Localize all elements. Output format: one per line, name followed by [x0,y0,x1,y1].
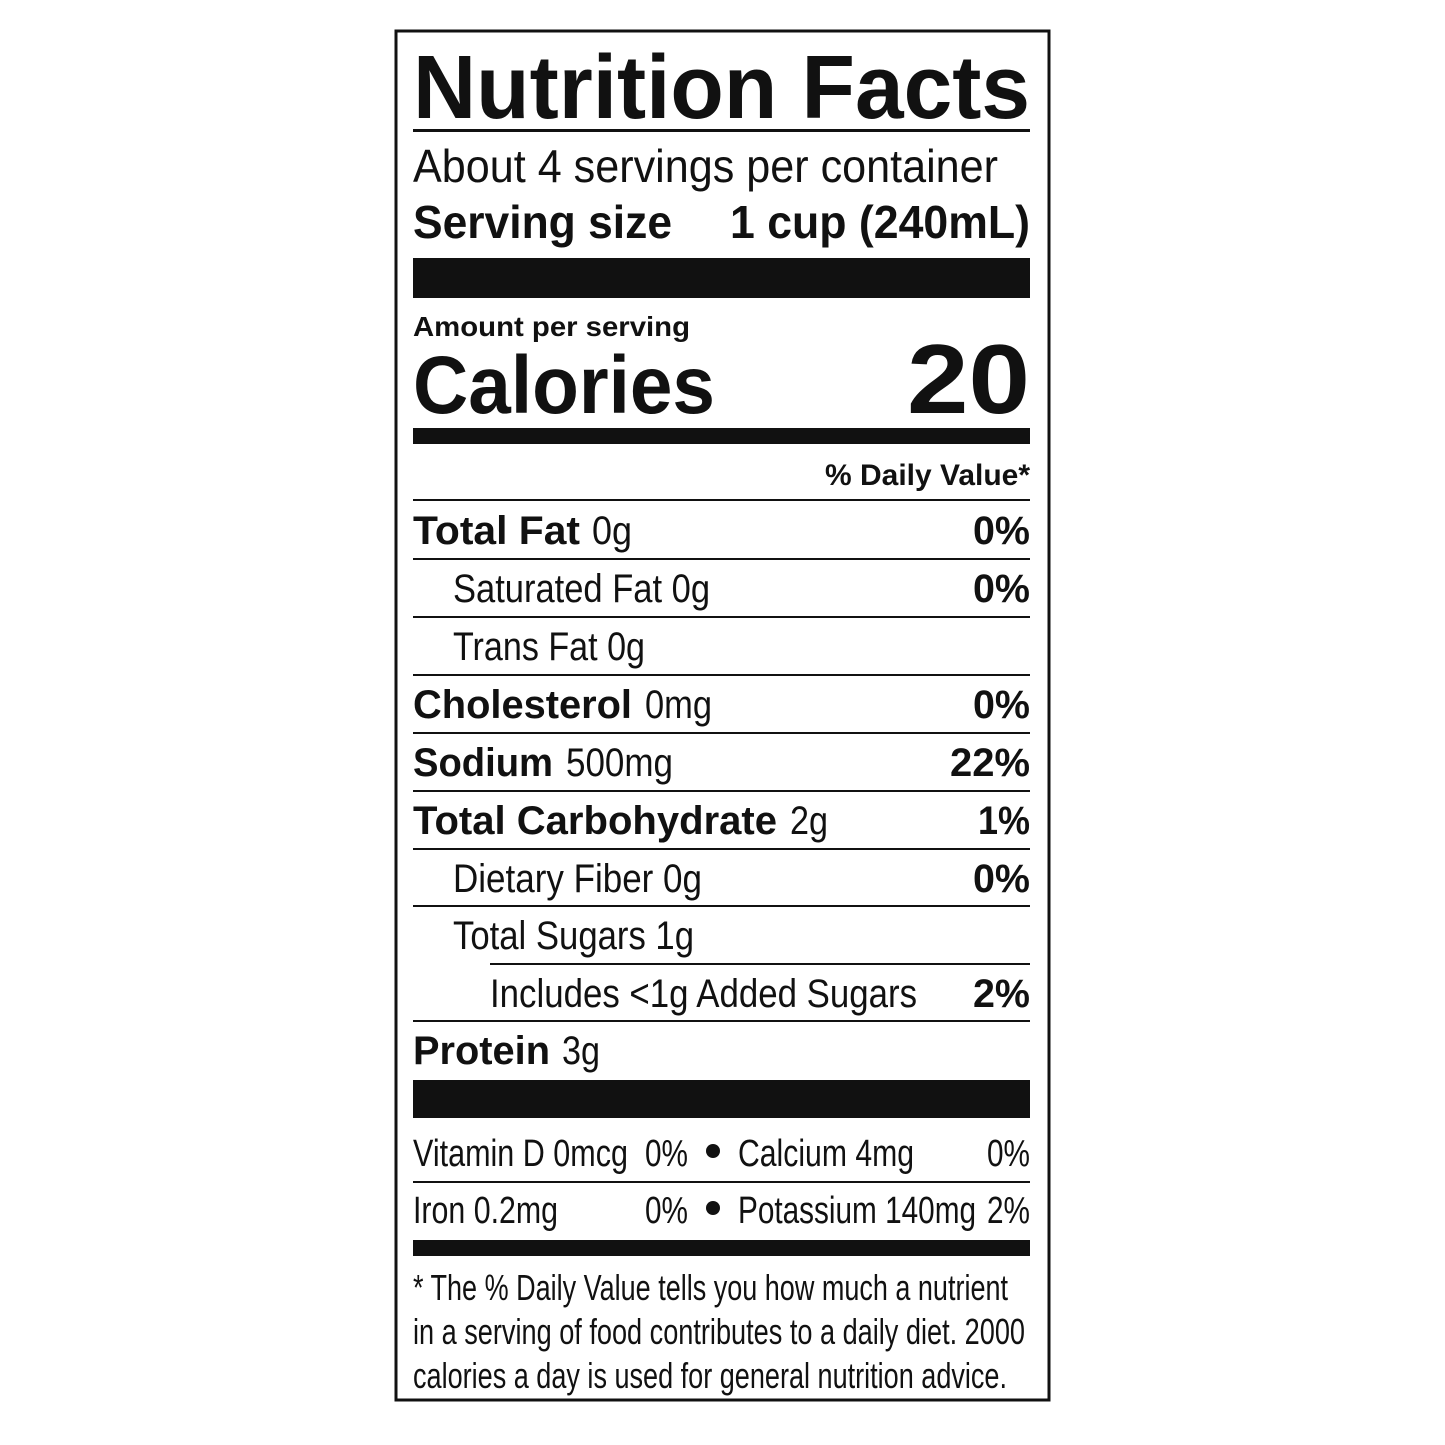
footnote-line: in a serving of food contributes to a da… [413,1311,1025,1352]
footnote-line: * The % Daily Value tells you how much a… [413,1267,1008,1308]
nutrient-amount: 3g [562,1029,600,1073]
vitamin-dv: 0% [987,1133,1030,1175]
calories-value: 20 [907,324,1030,434]
vitamin-dv: 0% [645,1190,688,1232]
nutrient-dv: 2% [973,972,1030,1016]
medium-rule [413,1240,1030,1256]
title: Nutrition Facts [413,38,1030,138]
nutrient-amount: 500mg [566,741,673,785]
serving-size-label: Serving size [413,196,672,248]
rule [413,674,1030,676]
nutrient-dv: 0% [973,567,1030,611]
nutrient-dv: 1% [978,799,1030,843]
nutrient-dv: 0% [973,683,1030,727]
bullet [706,1144,720,1158]
rule [413,1181,1030,1183]
nutrient-dv: 0% [973,857,1030,901]
rule [413,499,1030,501]
nutrient-name: Includes <1g Added Sugars [490,972,917,1016]
nutrient-name: Sodium [413,741,553,785]
rule [413,558,1030,560]
footnote-line: calories a day is used for general nutri… [413,1355,1007,1396]
nutrient-name: Total Fat [413,509,580,553]
rule [413,1020,1030,1022]
thick-rule [413,1080,1030,1118]
vitamin-name: Calcium 4mg [738,1133,914,1175]
bullet [706,1201,720,1215]
rule [413,848,1030,850]
vitamin-name: Iron 0.2mg [413,1190,558,1232]
calories-label: Calories [413,340,715,431]
rule [413,616,1030,618]
nutrient-name: Dietary Fiber 0g [453,857,702,901]
nutrient-name: Saturated Fat 0g [453,567,710,611]
nutrient-name: Trans Fat 0g [453,625,645,669]
rule [413,732,1030,734]
medium-rule [413,428,1030,444]
rule [413,129,1030,132]
serving-size-value: 1 cup (240mL) [730,196,1030,248]
vitamin-dv: 2% [987,1190,1030,1232]
rule [413,905,1030,907]
vitamin-name: Vitamin D 0mcg [413,1133,628,1175]
nutrient-dv: 0% [973,509,1030,553]
nutrient-name: Total Sugars 1g [453,914,694,958]
nutrient-dv: 22% [950,741,1030,785]
rule [490,963,1030,965]
amount-per-serving: Amount per serving [413,311,690,342]
nutrient-name: Cholesterol [413,683,632,727]
daily-value-header: % Daily Value* [825,459,1030,492]
rule [413,790,1030,792]
vitamin-name: Potassium 140mg [738,1190,976,1232]
vitamin-dv: 0% [645,1133,688,1175]
nutrient-amount: 2g [790,799,828,843]
nutrient-amount: 0mg [645,683,712,727]
nutrient-amount: 0g [592,509,632,553]
servings: About 4 servings per container [413,140,998,192]
nutrient-name: Protein [413,1029,550,1073]
thick-rule [413,258,1030,298]
nutrient-name: Total Carbohydrate [413,799,777,843]
